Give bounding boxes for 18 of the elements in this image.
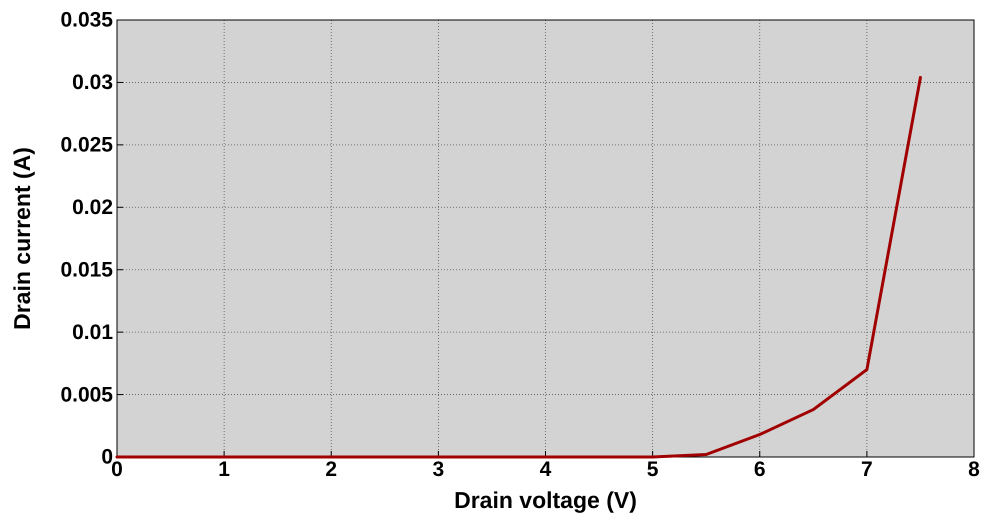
y-tick-label: 0.03 bbox=[72, 71, 113, 94]
x-tick-label: 4 bbox=[540, 458, 552, 481]
y-tick-label: 0.02 bbox=[72, 196, 113, 220]
y-tick-label: 0.015 bbox=[60, 258, 114, 282]
x-tick-label: 2 bbox=[325, 458, 338, 481]
y-tick-label: 0.025 bbox=[60, 134, 114, 157]
x-tick-label: 5 bbox=[646, 458, 659, 481]
y-tick-label: 0.005 bbox=[60, 383, 114, 406]
x-axis-title: Drain voltage (V) bbox=[454, 487, 637, 513]
y-tick-label: 0.035 bbox=[60, 8, 114, 32]
line-series bbox=[116, 76, 922, 458]
y-tick-label: 0.01 bbox=[72, 320, 114, 344]
x-tick-label: 7 bbox=[861, 458, 873, 481]
x-tick-label: 1 bbox=[218, 458, 230, 481]
x-tick-label: 8 bbox=[968, 458, 980, 481]
x-tick-label: 6 bbox=[754, 458, 766, 481]
y-axis-title: Drain current (A) bbox=[9, 147, 35, 330]
x-tick-label: 3 bbox=[432, 458, 444, 481]
